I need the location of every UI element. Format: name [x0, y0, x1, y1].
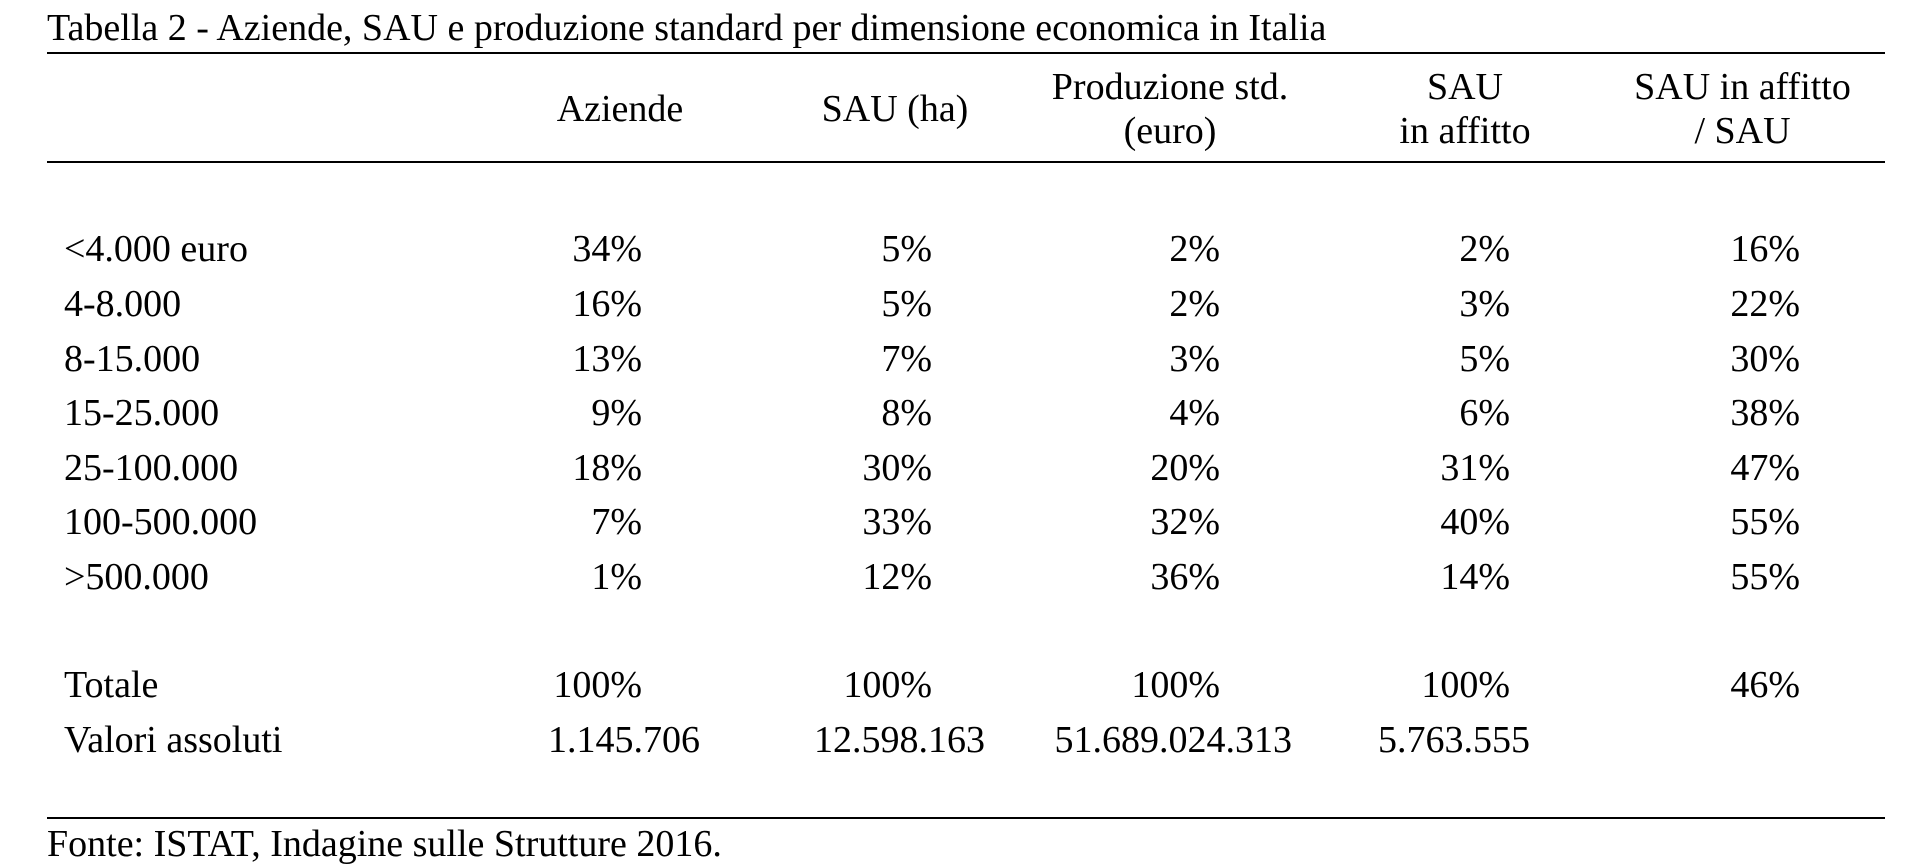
table-row-cell: 34% [572, 228, 642, 270]
table-row-cell: 2% [1169, 283, 1220, 325]
table-row-cell: 16% [572, 283, 642, 325]
table-row-cell: 3% [1169, 338, 1220, 380]
table-row-cell: 55% [1730, 501, 1800, 543]
table-row-cell: 2% [1169, 228, 1220, 270]
col-header-sau-affitto: SAU in affitto [1399, 66, 1531, 152]
table-row-cell: 3% [1459, 283, 1510, 325]
col-header-aziende: Aziende [556, 88, 684, 130]
absolute-row-cell: 12.598.163 [814, 719, 985, 761]
table-row-label: 100-500.000 [64, 501, 258, 543]
table-row-cell: 4% [1169, 392, 1220, 434]
totals-row-cell: 100% [843, 664, 932, 706]
top-rule [47, 52, 1885, 54]
source-note: Fonte: ISTAT, Indagine sulle Strutture 2… [47, 823, 722, 865]
table-row-cell: 13% [572, 338, 642, 380]
table-row-cell: 31% [1440, 447, 1510, 489]
absolute-row-label: Valori assoluti [64, 719, 283, 761]
totals-row-cell: 100% [1131, 664, 1220, 706]
table-row-label: >500.000 [64, 556, 209, 598]
header-rule [47, 161, 1885, 163]
table-row-cell: 12% [862, 556, 932, 598]
table-row-cell: 33% [862, 501, 932, 543]
table-row-cell: 55% [1730, 556, 1800, 598]
col-header-produzione: Produzione std. (euro) [1051, 66, 1289, 152]
absolute-row-cell: 5.763.555 [1378, 719, 1530, 761]
table-row-label: 8-15.000 [64, 338, 201, 380]
table-row-cell: 30% [1730, 338, 1800, 380]
table-row-label: 4-8.000 [64, 283, 182, 325]
table-row-cell: 6% [1459, 392, 1510, 434]
table-row-cell: 20% [1150, 447, 1220, 489]
table-row-cell: 36% [1150, 556, 1220, 598]
table-row-cell: 8% [881, 392, 932, 434]
table-row-cell: 16% [1730, 228, 1800, 270]
table-row-cell: 9% [591, 392, 642, 434]
table-row-cell: 18% [572, 447, 642, 489]
table-row-cell: 5% [881, 228, 932, 270]
table-row-cell: 2% [1459, 228, 1510, 270]
table-row-cell: 38% [1730, 392, 1800, 434]
table-row-cell: 47% [1730, 447, 1800, 489]
table-row-label: 25-100.000 [64, 447, 239, 489]
table-row-cell: 7% [591, 501, 642, 543]
absolute-row-cell: 1.145.706 [548, 719, 700, 761]
table-row-cell: 1% [591, 556, 642, 598]
table-row-cell: 32% [1150, 501, 1220, 543]
table-title: Tabella 2 - Aziende, SAU e produzione st… [47, 7, 1327, 49]
totals-row-label: Totale [64, 664, 159, 706]
bottom-rule [47, 817, 1885, 819]
table-row-label: 15-25.000 [64, 392, 220, 434]
col-header-ratio: SAU in affitto / SAU [1634, 66, 1851, 152]
table-row-cell: 22% [1730, 283, 1800, 325]
totals-row-cell: 100% [1421, 664, 1510, 706]
absolute-row-cell: 51.689.024.313 [1054, 719, 1293, 761]
col-header-sau: SAU (ha) [821, 88, 969, 130]
table-row-cell: 30% [862, 447, 932, 489]
table-row-cell: 5% [881, 283, 932, 325]
table-row-label: <4.000 euro [64, 228, 248, 270]
table-row-cell: 7% [881, 338, 932, 380]
table-row-cell: 40% [1440, 501, 1510, 543]
totals-row-cell: 100% [553, 664, 642, 706]
totals-row-cell: 46% [1730, 664, 1800, 706]
table-row-cell: 14% [1440, 556, 1510, 598]
table-row-cell: 5% [1459, 338, 1510, 380]
